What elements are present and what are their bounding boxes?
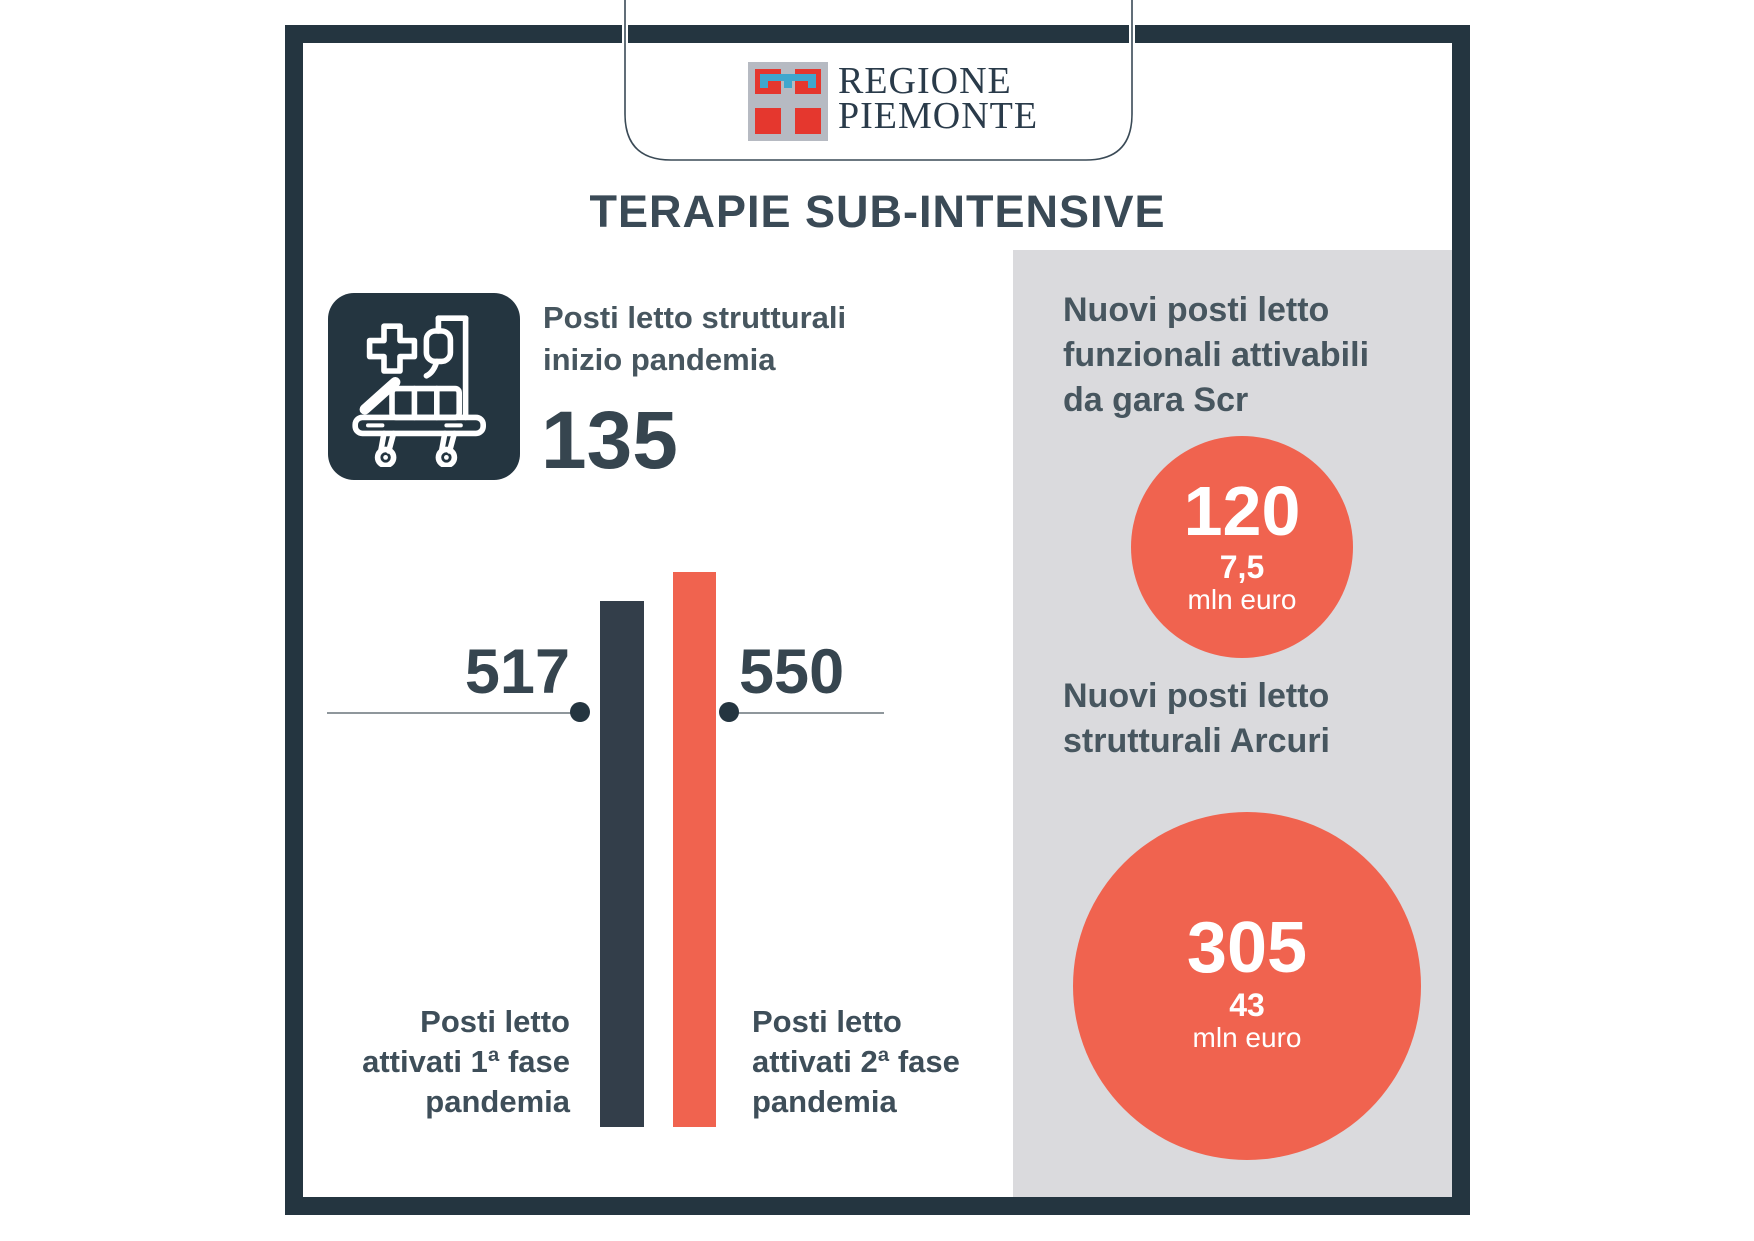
arcuri-beds-amount: 43: [1229, 987, 1265, 1023]
arcuri-beds-label: Nuovi posti letto strutturali Arcuri: [1063, 674, 1330, 764]
phase2-leader-line: [729, 712, 884, 714]
scr-beds-amount: 7,5: [1219, 549, 1265, 585]
piemonte-shield-icon: [748, 62, 828, 141]
scr-beds-label: Nuovi posti letto funzionali attivabili …: [1063, 288, 1369, 423]
phase2-leader-dot: [719, 702, 739, 722]
phase2-bar: [673, 572, 716, 1127]
phase2-label-line2: attivati 2ª fase: [752, 1044, 960, 1079]
hospital-bed-icon: [352, 314, 486, 467]
phase1-label-line2: attivati 1ª fase: [362, 1044, 570, 1079]
structural-beds-value: 135: [541, 395, 678, 486]
page-title: TERAPIE SUB-INTENSIVE: [589, 186, 1166, 237]
logo-wordmark-line2: PIEMONTE: [838, 95, 1039, 137]
phase2-label-line1: Posti letto: [752, 1004, 902, 1039]
phase2-value: 550: [739, 637, 845, 707]
phase1-label-line3: pandemia: [425, 1084, 570, 1119]
scr-beds-value: 120: [1183, 472, 1301, 550]
scr-beds-label-line3: da gara Scr: [1063, 381, 1249, 419]
structural-beds-label-line2: inizio pandemia: [543, 342, 776, 377]
scr-beds-unit: mln euro: [1187, 584, 1297, 616]
phase1-leader-dot: [570, 702, 590, 722]
hospital-bed-icon-box: [328, 293, 520, 480]
scr-beds-label-line2: funzionali attivabili: [1063, 336, 1370, 374]
logo-wordmark-line1: REGIONE: [838, 60, 1012, 102]
phase2-label: Posti letto attivati 2ª fase pandemia: [752, 1002, 960, 1122]
phase1-value: 517: [464, 637, 570, 707]
phase1-bar: [600, 601, 644, 1127]
scr-beds-label-line1: Nuovi posti letto: [1063, 291, 1330, 329]
arcuri-beds-unit: mln euro: [1192, 1022, 1302, 1054]
infographic-frame: [285, 25, 1470, 1215]
phase1-leader-line: [327, 712, 580, 714]
scr-beds-circle: 120 7,5 mln euro: [1131, 436, 1353, 658]
structural-beds-label-line1: Posti letto strutturali: [543, 300, 847, 335]
phase1-label: Posti letto attivati 1ª fase pandemia: [268, 1002, 570, 1122]
arcuri-beds-circle: 305 43 mln euro: [1073, 812, 1421, 1160]
logo-tab-shape: [622, 0, 1135, 163]
arcuri-beds-value: 305: [1186, 908, 1308, 988]
phase1-label-line1: Posti letto: [420, 1004, 570, 1039]
logo-wordmark: REGIONE PIEMONTE: [838, 60, 1039, 137]
arcuri-beds-label-line1: Nuovi posti letto: [1063, 677, 1330, 715]
phase2-label-line3: pandemia: [752, 1084, 897, 1119]
structural-beds-label: Posti letto strutturali inizio pandemia: [543, 297, 846, 381]
arcuri-beds-label-line2: strutturali Arcuri: [1063, 722, 1331, 760]
